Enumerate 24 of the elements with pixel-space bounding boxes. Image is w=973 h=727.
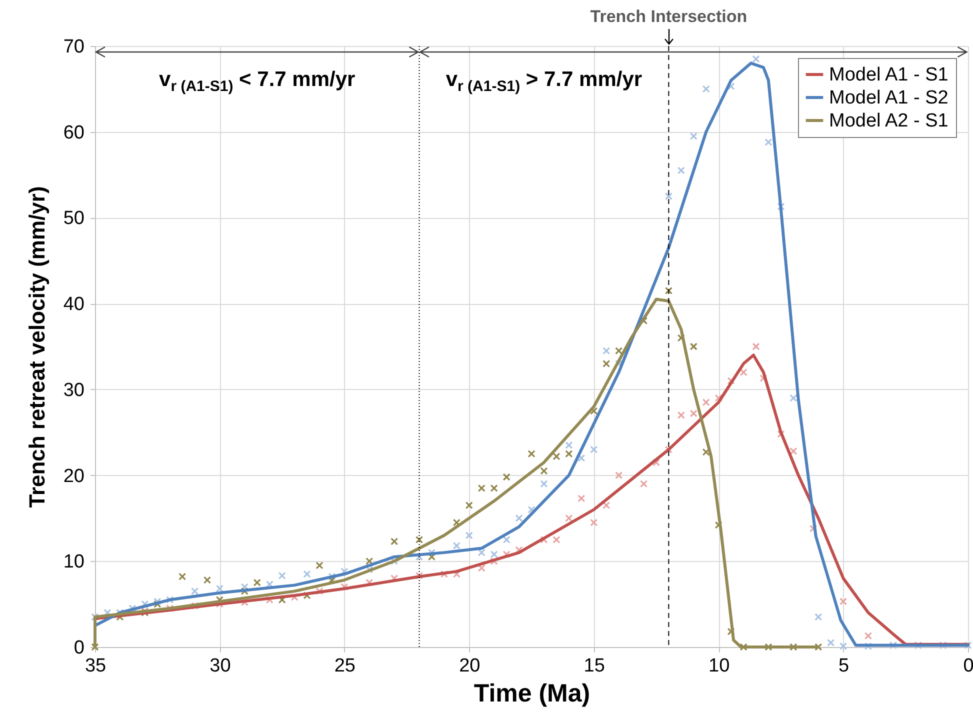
y-tick-label: 0 [74,638,84,658]
legend-label: Model A2 - S1 [829,110,948,132]
annotation: v$_{r (A1-S1)}$ < 7.7 mm/yr [159,68,356,96]
x-tick-label: 0 [963,656,973,676]
y-tick-label: 40 [63,294,84,316]
x-tick-label: 20 [459,656,480,676]
y-tick-label: 70 [63,36,84,58]
annotation: v$_{r (A1-S1)}$ > 7.7 mm/yr [446,68,642,96]
legend-label: Model A1 - S2 [829,88,948,108]
y-tick-label: 50 [63,208,84,230]
x-tick-label: 10 [708,656,730,676]
y-tick-label: 10 [63,552,84,573]
x-tick-label: 30 [210,656,231,676]
x-tick-label: 5 [838,656,850,676]
x-tick-label: 35 [84,656,106,676]
ref-line-label: Trench Intersection [590,7,748,26]
x-tick-label: 15 [584,656,605,676]
x-tick-label: 25 [334,656,356,676]
y-axis-title: Trench retreat velocity (mm/yr) [24,186,50,508]
y-tick-label: 20 [63,466,84,487]
y-tick-label: 60 [63,122,84,144]
legend-label: Model A1 - S1 [829,64,948,86]
x-axis-title: Time (Ma) [474,680,590,708]
y-tick-label: 30 [63,380,84,401]
